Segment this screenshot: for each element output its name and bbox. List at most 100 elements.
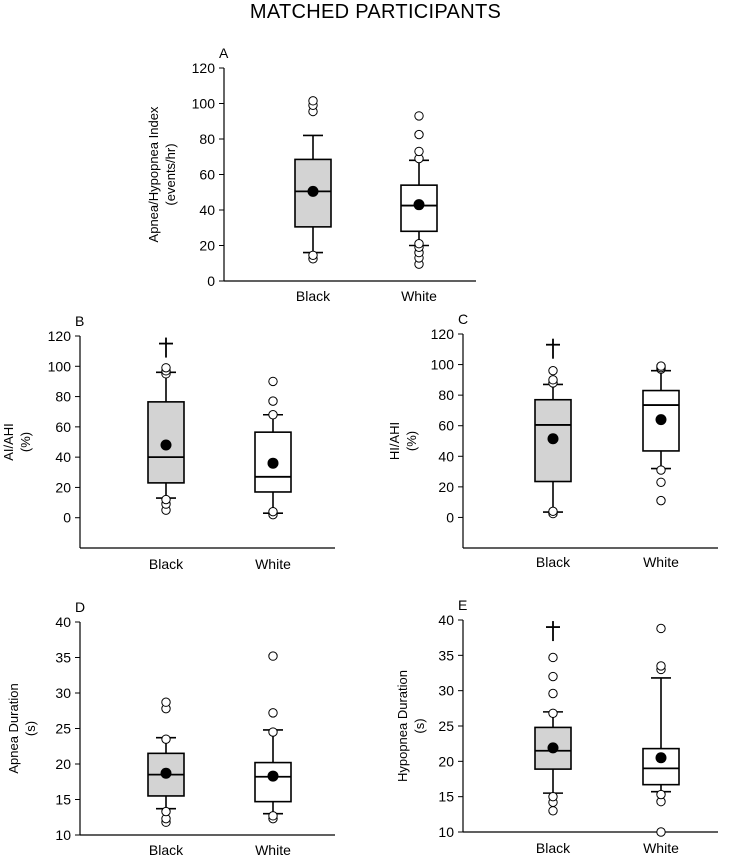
y-tick-label: 15: [55, 792, 71, 808]
y-tick-label: 30: [438, 683, 454, 699]
y-tick-label: 20: [199, 238, 215, 254]
box-white: [642, 361, 680, 506]
outlier-point: [161, 363, 171, 373]
x-tick-label: Black: [536, 840, 571, 856]
y-tick-label: 80: [438, 387, 454, 403]
mean-point: [160, 767, 172, 779]
panel-letter: A: [219, 45, 229, 61]
outlier-point: [656, 477, 666, 487]
outlier-point: [548, 791, 558, 802]
outlier-point: [268, 651, 278, 661]
outlier-point: [268, 396, 278, 406]
panel-a: A 0 20 40 60 80 100 120 Apnea/Hypopnea Index (eve…: [146, 45, 476, 304]
y-tick-label: 120: [192, 60, 216, 76]
y-tick-label: 0: [63, 510, 71, 526]
outlier-point: [548, 688, 558, 699]
box-white: [254, 376, 292, 520]
mean-point: [547, 742, 559, 754]
mean-point: [160, 439, 172, 451]
outlier-point: [656, 361, 666, 371]
outlier-point: [656, 495, 666, 506]
y-axis-label: (%): [404, 431, 419, 451]
box-black: [534, 338, 572, 519]
outlier-point: [656, 661, 666, 671]
y-tick-label: 40: [438, 612, 454, 628]
y-tick-label: 20: [55, 756, 71, 772]
y-tick-label: 120: [48, 328, 72, 344]
dagger-marker: [546, 338, 560, 359]
y-axis-label: HI/AHI: [387, 422, 402, 460]
mean-point: [655, 752, 667, 764]
outlier-point: [656, 827, 666, 837]
panel-d: D 10 15 20 25 30 35 40 Apnea Duration (s) Black Whi…: [6, 599, 335, 858]
outlier-point: [656, 789, 666, 800]
x-tick-label: Black: [536, 554, 571, 570]
x-tick-label: White: [401, 288, 437, 304]
x-tick-label: White: [255, 556, 291, 572]
y-tick-label: 60: [55, 419, 71, 435]
y-tick-label: 25: [55, 721, 71, 737]
panel-c: C 0 20 40 60 80 100 120 HI/AHI (%) Black White: [387, 311, 718, 570]
panel-letter: B: [75, 313, 84, 329]
outlier-point: [414, 239, 424, 249]
dagger-marker: [159, 337, 173, 358]
y-axis-label: (s): [412, 718, 427, 733]
y-tick-label: 60: [199, 167, 215, 183]
mean-point: [547, 433, 559, 445]
y-axis-label: (s): [23, 721, 38, 736]
panel-e: E 10 15 20 25 30 35 40 Hypopnea Duration (s) Black…: [395, 597, 718, 856]
y-tick-label: 35: [438, 647, 454, 663]
y-axis-label: Apnea/Hypopnea Index: [146, 106, 161, 242]
box-white: [642, 623, 680, 837]
x-tick-label: White: [643, 840, 679, 856]
box-black: [534, 621, 572, 816]
y-tick-label: 80: [199, 131, 215, 147]
x-tick-label: Black: [296, 288, 331, 304]
outlier-point: [268, 727, 278, 737]
mean-point: [307, 185, 319, 197]
outlier-point: [656, 623, 666, 634]
box-black: [147, 337, 185, 515]
mean-point: [267, 457, 279, 469]
y-tick-label: 80: [55, 389, 71, 405]
y-tick-label: 0: [446, 509, 454, 525]
mean-point: [413, 199, 425, 211]
box-white: [254, 651, 292, 824]
outlier-point: [548, 365, 558, 376]
panel-letter: C: [458, 311, 468, 327]
iqr-box: [254, 761, 292, 803]
y-tick-label: 40: [55, 449, 71, 465]
outlier-point: [161, 734, 171, 744]
y-tick-label: 20: [438, 479, 454, 495]
dagger-marker: [546, 621, 560, 642]
y-tick-label: 30: [55, 685, 71, 701]
page-title: MATCHED PARTICIPANTS: [249, 1, 502, 23]
outlier-point: [548, 506, 558, 517]
panel-letter: E: [458, 597, 467, 613]
x-tick-label: Black: [149, 842, 184, 858]
outlier-point: [268, 506, 278, 517]
y-tick-label: 40: [199, 202, 215, 218]
outlier-point: [414, 129, 424, 140]
y-axis-label: (%): [18, 432, 33, 452]
outlier-point: [161, 494, 171, 505]
x-tick-label: White: [255, 842, 291, 858]
x-tick-label: Black: [149, 556, 184, 572]
mean-point: [655, 414, 667, 426]
y-tick-label: 10: [438, 824, 454, 840]
y-tick-label: 40: [438, 448, 454, 464]
outlier-point: [268, 376, 278, 387]
outlier-point: [656, 465, 666, 475]
outlier-point: [161, 806, 171, 817]
x-tick-label: White: [643, 554, 679, 570]
y-tick-label: 60: [438, 418, 454, 434]
y-tick-label: 100: [48, 358, 72, 374]
box-black: [147, 697, 185, 827]
y-tick-label: 40: [55, 614, 71, 630]
box-white: [400, 111, 438, 269]
y-tick-label: 100: [192, 96, 216, 112]
outlier-point: [308, 96, 318, 106]
y-tick-label: 0: [207, 273, 215, 289]
outlier-point: [414, 111, 424, 121]
outlier-point: [548, 708, 558, 718]
